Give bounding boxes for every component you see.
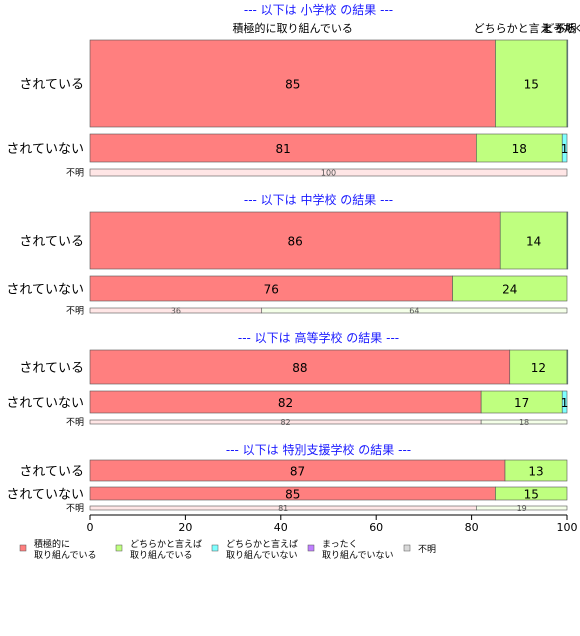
category-label: 不明 (66, 306, 84, 317)
data-label: 12 (531, 361, 546, 375)
data-label: 18 (519, 418, 529, 427)
bar-segment (495, 486, 568, 501)
legend-label: 取り組んでいない (226, 549, 298, 561)
data-label: 86 (287, 235, 302, 249)
data-label: 76 (264, 283, 279, 297)
panel-title-3: --- 以下は 特別支援学校 の結果 --- (226, 442, 411, 457)
legend-label: まったく (322, 539, 358, 550)
x-tick-label: 20 (178, 521, 192, 534)
bar-segment (566, 211, 569, 270)
data-label: 82 (280, 418, 290, 427)
top-label-1: どちらかと言え (474, 22, 551, 35)
bar-segment (566, 349, 569, 385)
data-label: 24 (502, 283, 517, 297)
data-label: 85 (285, 488, 300, 502)
data-label: 14 (526, 235, 541, 249)
category-label: 不明 (66, 168, 84, 179)
category-label: されていない (6, 142, 84, 157)
data-label: 64 (409, 307, 419, 316)
data-label: 18 (512, 142, 527, 156)
top-label-2: どちら (543, 22, 576, 35)
legend-swatch (403, 544, 411, 552)
data-label: 81 (278, 504, 288, 513)
data-label: 1 (561, 142, 569, 156)
bar-segment (89, 39, 496, 128)
top-label-4: 不明 (555, 22, 577, 35)
bar-segment (89, 275, 453, 302)
legend-swatch (307, 544, 315, 552)
bar-segment (476, 505, 568, 511)
bar-segment (509, 349, 568, 385)
bar-segment (89, 168, 568, 177)
data-label: 1 (561, 396, 569, 410)
panel-title-1: --- 以下は 中学校 の結果 --- (244, 192, 393, 207)
data-label: 19 (517, 504, 527, 513)
panel-title-2: --- 以下は 高等学校 の結果 --- (238, 330, 399, 345)
top-label-0: 積極的に取り組んでいる (232, 21, 352, 35)
data-label: 36 (171, 307, 181, 316)
data-label: 15 (524, 78, 539, 92)
legend-label: 不明 (418, 544, 436, 555)
category-label: 不明 (66, 503, 84, 514)
legend-label: 取り組んでいない (322, 549, 394, 561)
bar-segment (261, 307, 568, 314)
legend-swatch (211, 544, 219, 552)
legend-label: 積極的に (34, 538, 70, 550)
legend-swatch (115, 544, 123, 552)
x-tick-label: 100 (557, 521, 578, 534)
bar-segment (452, 275, 568, 302)
data-label: 13 (528, 465, 543, 479)
data-label: 15 (524, 488, 539, 502)
bar-segment (566, 39, 569, 128)
bar-segment (89, 211, 501, 270)
legend-label: 取り組んでいる (130, 549, 193, 561)
data-label: 17 (514, 396, 529, 410)
bar-segment (89, 349, 511, 385)
legend-label: どちらかと言えば (226, 538, 298, 550)
x-tick-label: 80 (465, 521, 479, 534)
x-tick-label: 60 (369, 521, 383, 534)
data-label: 85 (285, 78, 300, 92)
category-label: されている (19, 361, 84, 376)
bar-segment (561, 133, 568, 163)
bar-segment (480, 419, 568, 425)
data-label: 87 (290, 465, 305, 479)
panel-title-0: --- 以下は 小学校 の結果 --- (244, 2, 393, 17)
data-label: 82 (278, 396, 293, 410)
category-label: されていない (6, 283, 84, 298)
data-label: 100 (321, 169, 336, 178)
top-label-3: まったく (541, 22, 580, 35)
legend-label: 取り組んでいる (34, 549, 97, 561)
x-tick-label: 0 (87, 521, 94, 534)
x-tick-label: 40 (274, 521, 288, 534)
legend-label: どちらかと言えば (130, 538, 202, 550)
bar-segment (561, 390, 568, 414)
bar-segment (499, 211, 568, 270)
data-label: 81 (276, 142, 291, 156)
category-label: されていない (6, 488, 84, 503)
bar-segment (89, 133, 477, 163)
legend-swatch (19, 544, 27, 552)
bar-segment (476, 133, 563, 163)
category-label: されていない (6, 396, 84, 411)
category-label: されている (19, 235, 84, 250)
category-label: されている (19, 465, 84, 480)
bar-segment (504, 459, 568, 482)
category-label: されている (19, 78, 84, 93)
category-label: 不明 (66, 417, 84, 428)
data-label: 88 (292, 361, 307, 375)
